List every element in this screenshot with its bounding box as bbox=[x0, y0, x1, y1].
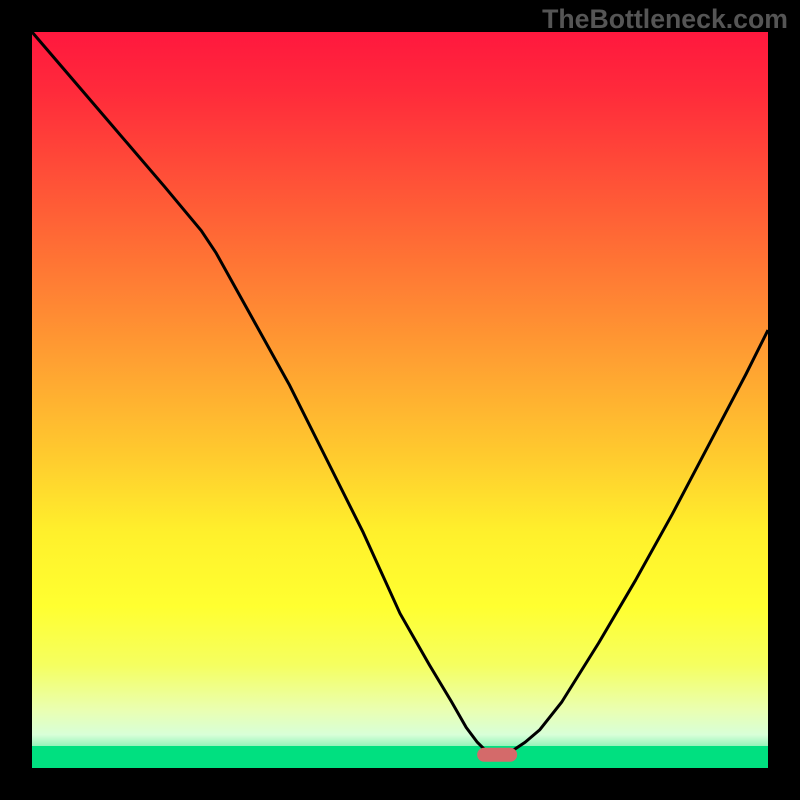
optimal-marker bbox=[477, 748, 517, 762]
chart-container: TheBottleneck.com bbox=[0, 0, 800, 800]
watermark-text: TheBottleneck.com bbox=[542, 4, 788, 35]
plot-area bbox=[32, 32, 768, 768]
bottleneck-chart bbox=[0, 0, 800, 800]
optimal-band bbox=[32, 746, 768, 768]
